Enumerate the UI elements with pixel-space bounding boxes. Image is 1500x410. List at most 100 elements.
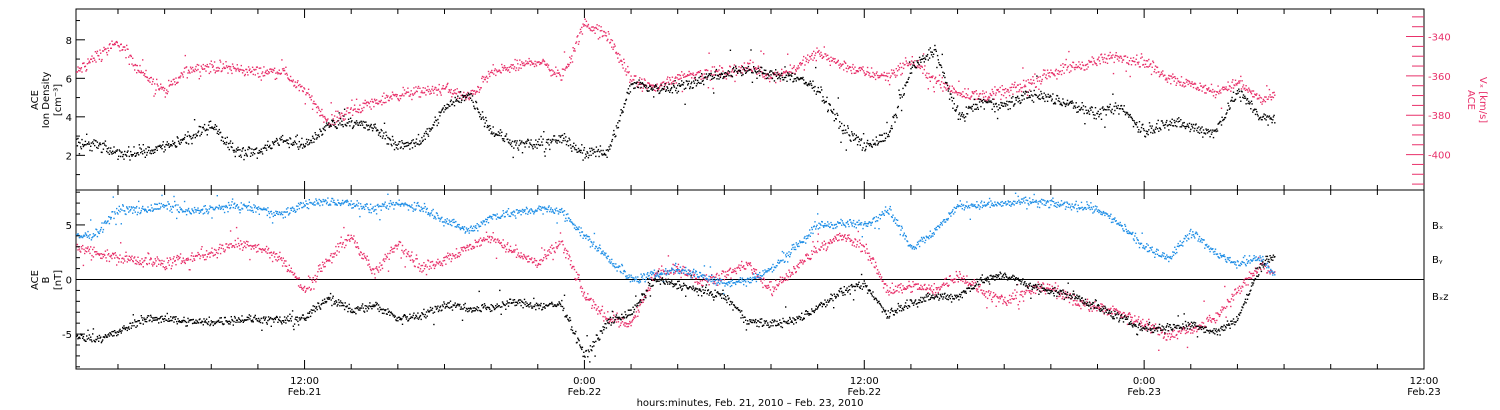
- data-point: [301, 90, 304, 92]
- data-point: [1197, 131, 1199, 133]
- data-point: [1182, 125, 1185, 127]
- data-point: [341, 115, 344, 117]
- data-point: [817, 240, 819, 243]
- data-point: [1210, 83, 1213, 86]
- data-point: [875, 136, 877, 138]
- data-point: [1072, 61, 1075, 64]
- data-point: [250, 152, 252, 154]
- data-point: [1236, 84, 1238, 86]
- data-point: [513, 249, 515, 251]
- data-point: [799, 259, 801, 262]
- data-point: [1172, 73, 1174, 75]
- data-point: [715, 68, 718, 71]
- data-point: [907, 285, 909, 287]
- data-point: [413, 93, 416, 95]
- data-point: [870, 262, 873, 264]
- data-point: [243, 154, 246, 157]
- data-point: [878, 76, 881, 79]
- data-point: [422, 87, 424, 89]
- data-point: [769, 71, 771, 73]
- data-point: [1162, 122, 1164, 124]
- top-panel-series: [76, 18, 1276, 161]
- data-point: [140, 72, 142, 74]
- data-point: [573, 268, 576, 271]
- data-point: [321, 270, 323, 272]
- data-point: [723, 76, 725, 78]
- data-point: [471, 95, 474, 97]
- data-point: [942, 282, 945, 284]
- data-point: [229, 243, 231, 245]
- data-point: [303, 287, 305, 289]
- data-point: [764, 77, 766, 80]
- data-point: [252, 245, 254, 247]
- data-point: [952, 279, 954, 281]
- data-point: [641, 82, 644, 84]
- data-point: [193, 70, 196, 73]
- data-point: [712, 87, 714, 90]
- data-point: [1058, 97, 1060, 100]
- data-point: [202, 126, 204, 128]
- data-point: [701, 80, 704, 82]
- data-point: [930, 76, 932, 79]
- data-point: [290, 267, 292, 269]
- data-point: [647, 287, 650, 289]
- data-point: [858, 239, 861, 241]
- data-point: [656, 83, 658, 85]
- data-point: [227, 142, 230, 145]
- data-point: [655, 85, 658, 87]
- data-point: [763, 53, 765, 55]
- data-point: [437, 118, 439, 121]
- data-point: [225, 143, 227, 146]
- data-point: [1078, 105, 1080, 108]
- data-point: [546, 63, 548, 65]
- data-point: [82, 145, 85, 148]
- data-point: [942, 82, 945, 84]
- data-point: [433, 88, 436, 90]
- data-point: [628, 71, 630, 73]
- data-point: [90, 246, 92, 248]
- data-point: [287, 269, 289, 271]
- data-point: [535, 260, 538, 262]
- data-point: [493, 135, 496, 137]
- data-point: [152, 261, 154, 263]
- data-point: [403, 145, 406, 148]
- data-point: [103, 46, 105, 49]
- data-point: [741, 72, 744, 74]
- data-point: [965, 93, 967, 95]
- data-point: [1052, 72, 1054, 75]
- data-point: [938, 74, 941, 76]
- data-point: [247, 66, 250, 68]
- data-point: [403, 89, 406, 91]
- data-point: [307, 275, 310, 277]
- data-point: [1220, 107, 1223, 109]
- data-point: [561, 134, 564, 136]
- data-point: [174, 259, 176, 262]
- data-point: [558, 72, 560, 74]
- data-point: [1272, 92, 1274, 94]
- data-point: [724, 73, 726, 75]
- data-point: [755, 269, 758, 271]
- data-point: [128, 56, 130, 58]
- data-point: [682, 74, 684, 76]
- data-point: [1264, 114, 1267, 116]
- data-point: [468, 98, 470, 101]
- data-point: [568, 63, 570, 66]
- data-point: [914, 60, 916, 62]
- data-point: [309, 277, 311, 279]
- data-point: [138, 71, 140, 73]
- data-point: [248, 146, 250, 149]
- data-point: [889, 130, 891, 132]
- data-point: [1226, 89, 1229, 92]
- data-point: [134, 69, 136, 71]
- data-point: [859, 69, 861, 72]
- data-point: [950, 90, 953, 92]
- data-point: [487, 126, 490, 128]
- data-point: [1110, 55, 1113, 57]
- data-point: [702, 285, 704, 287]
- data-point: [896, 290, 898, 292]
- data-point: [155, 146, 157, 148]
- data-point: [942, 75, 945, 77]
- data-point: [438, 111, 440, 113]
- data-point: [249, 244, 252, 247]
- data-point: [953, 103, 955, 105]
